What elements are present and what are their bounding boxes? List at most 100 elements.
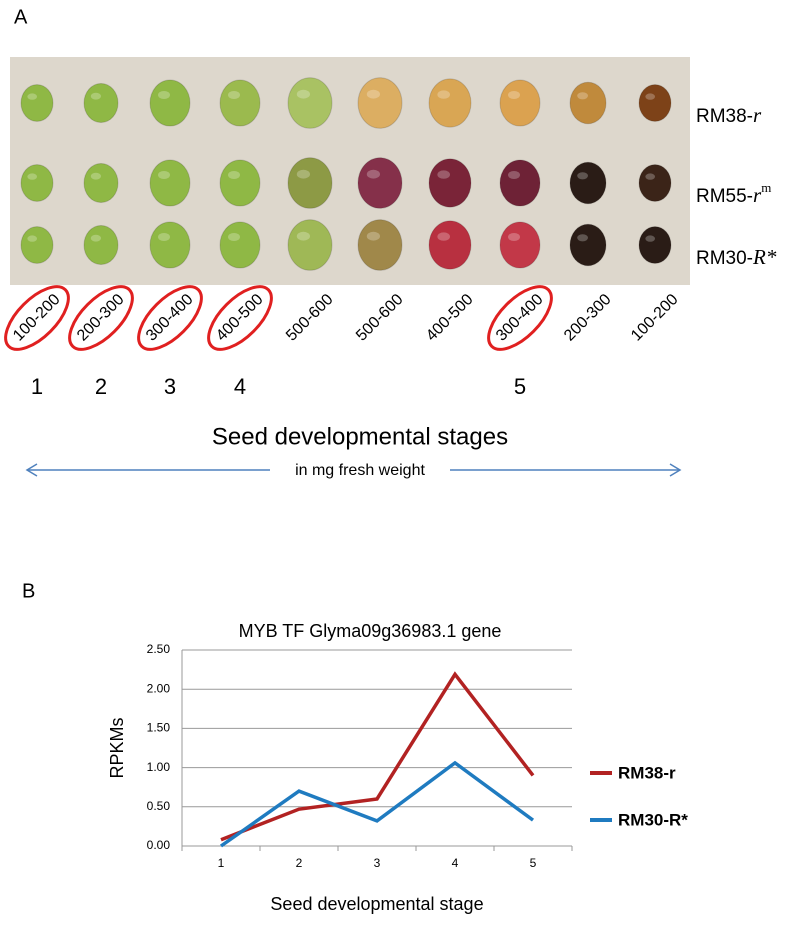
axis-title: Seed developmental stages [212,423,508,450]
seed-highlight [437,232,451,241]
stage-number: 3 [164,374,176,399]
weight-group: 500-600 [283,291,337,345]
seed [287,77,333,129]
seed [357,157,403,209]
panel-label: A [14,6,28,28]
seed-highlight [437,90,451,99]
row-label-italic: R* [752,245,777,269]
seed [428,158,472,208]
seed [287,157,333,209]
seed-highlight [645,93,655,100]
stage-circle [4,285,70,351]
seed [638,164,672,202]
row-label-italic: r [753,183,762,207]
seed-highlight [27,235,37,242]
seed-highlight [366,89,380,99]
seed [20,226,54,264]
seed [20,164,54,202]
seed-highlight [296,169,310,179]
seed [638,226,672,264]
weight-group: 100-200 [628,291,682,345]
weight-group: 400-500 [207,285,273,351]
weight-group: 300-400 [137,285,203,351]
stage-number: 4 [234,374,246,399]
seed-highlight [437,170,451,179]
seed-highlight [366,231,380,241]
seed [149,79,191,127]
seed [219,79,261,127]
seed [287,219,333,271]
seed [357,77,403,129]
stage-circle [68,285,134,351]
weight-label: 500-600 [283,291,337,345]
row-label: RM30-R* [696,245,777,269]
x-tick-label: 2 [296,856,303,870]
legend-label: RM30-R* [618,810,688,829]
seed-highlight [296,89,310,99]
seed-highlight [366,169,380,179]
y-tick-label: 0.50 [147,799,171,813]
weight-label: 500-600 [353,291,407,345]
seed [499,221,541,269]
seed-highlight [90,92,101,100]
range-arrow [25,463,682,477]
y-axis-title: RPKMs [107,717,127,778]
stage-number: 5 [514,374,526,399]
seed [569,81,607,125]
weight-label: 100-200 [628,291,682,345]
seed-highlight [90,234,101,242]
row-label-base: RM55- [696,186,753,207]
x-tick-label: 3 [374,856,381,870]
stage-circle [207,285,273,351]
seed [83,82,119,124]
series-line [220,671,535,842]
stage-number: 2 [95,374,107,399]
row-label-base: RM30- [696,248,753,269]
weight-label: 400-500 [213,291,267,345]
seed-highlight [158,91,170,99]
weight-label: 400-500 [423,291,477,345]
stage-number: 1 [31,374,43,399]
weight-label: 200-300 [561,291,615,345]
seed [83,224,119,266]
axis-note: in mg fresh weight [295,462,425,479]
seed [499,79,541,127]
weight-label: 300-400 [143,291,197,345]
seed-highlight [158,233,170,241]
seed-highlight [645,173,655,180]
seed-highlight [158,171,170,179]
y-tick-label: 2.00 [147,681,171,695]
row-label-sup: m [761,180,771,195]
seed-highlight [577,92,588,100]
weight-group: 300-400 [487,285,553,351]
seed [499,159,541,207]
weight-group: 100-200 [4,285,70,351]
seed [428,220,472,270]
seed-highlight [577,172,588,180]
stage-circle [487,285,553,351]
seed-highlight [296,231,310,241]
row-label-base: RM38- [696,106,753,127]
weight-label: 200-300 [74,291,128,345]
y-tick-label: 0.00 [147,838,171,852]
weight-group: 200-300 [561,291,615,345]
y-tick-label: 1.00 [147,760,171,774]
y-tick-label: 2.50 [147,642,171,656]
row-label-italic: r [753,103,762,127]
weight-group: 500-600 [353,291,407,345]
seed [20,84,54,122]
seed [638,84,672,122]
seed [428,78,472,128]
seed [83,162,119,204]
seed [569,161,607,205]
weight-label: 100-200 [10,291,64,345]
seed-highlight [508,91,520,99]
seed-highlight [508,171,520,179]
seed [219,221,261,269]
x-tick-label: 1 [218,856,225,870]
seed-highlight [228,171,240,179]
seed-highlight [90,172,101,180]
weight-label: 300-400 [493,291,547,345]
x-tick-label: 4 [452,856,459,870]
